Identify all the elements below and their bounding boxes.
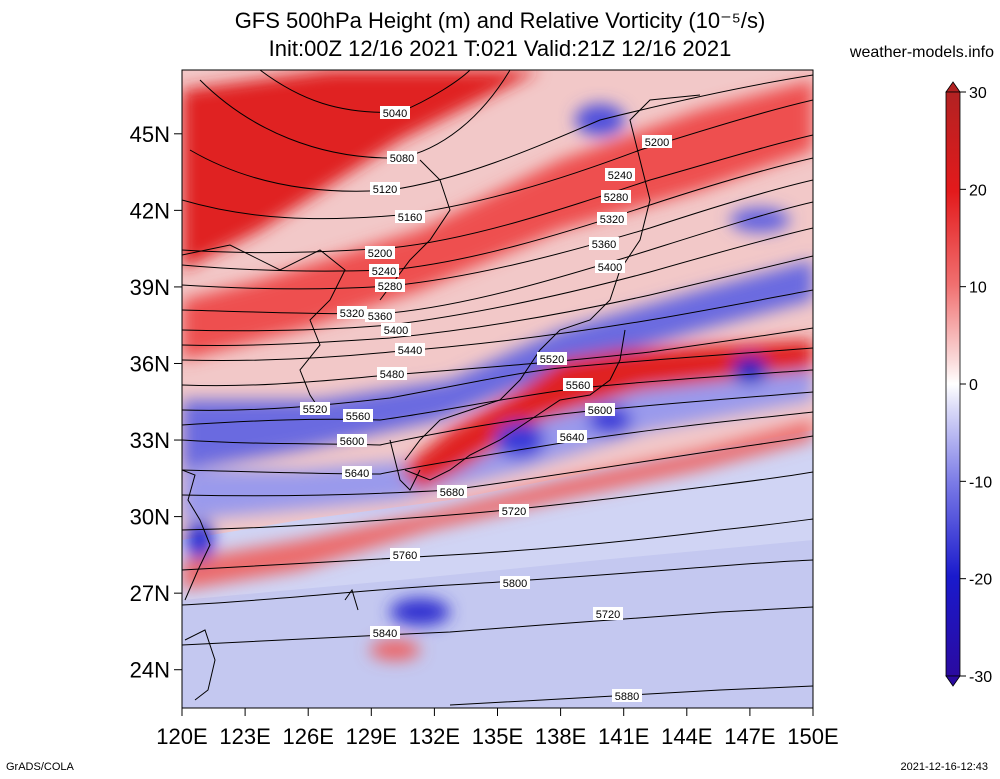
contour-label: 5400 (384, 325, 408, 337)
lat-tick-label: 27N (130, 581, 170, 606)
lon-tick-label: 126E (283, 724, 334, 749)
lat-tick-label: 24N (130, 658, 170, 683)
contour-label: 5160 (398, 212, 422, 224)
contour-label: 5720 (596, 609, 620, 621)
credit-label: weather-models.info (849, 44, 994, 61)
contour-label: 5280 (378, 281, 402, 293)
lon-axis: 120E 123E 126E 129E 132E 135E 138E 141E 144E 147E… (156, 708, 839, 749)
contour-label: 5200 (645, 137, 669, 149)
lat-tick-label: 39N (130, 275, 170, 300)
colorbar-tick-label: 0 (969, 377, 978, 394)
lon-tick-label: 129E (346, 724, 397, 749)
colorbar-tick-label: -20 (969, 572, 992, 589)
contour-label: 5760 (393, 550, 417, 562)
chart-subtitle: Init:00Z 12/16 2021 T:021 Valid:21Z 12/1… (268, 36, 732, 61)
contour-label: 5360 (592, 239, 616, 251)
contour-label: 5240 (608, 170, 632, 182)
software-label: GrADS/COLA (6, 761, 74, 773)
contour-label: 5320 (600, 214, 624, 226)
vorticity-field (182, 70, 813, 708)
contour-label: 5800 (503, 578, 527, 590)
colorbar-tick-label: -30 (969, 669, 992, 686)
contour-label: 5680 (440, 487, 464, 499)
contour-label: 5840 (373, 628, 397, 640)
colorbar-tick-label: 10 (969, 280, 987, 297)
lat-tick-label: 30N (130, 505, 170, 530)
colorbar-tick-label: 20 (969, 182, 987, 199)
lat-tick-label: 36N (130, 351, 170, 376)
contour-label: 5560 (346, 411, 370, 423)
lat-tick-label: 33N (130, 428, 170, 453)
lat-tick-label: 45N (130, 122, 170, 147)
contour-label: 5440 (398, 345, 422, 357)
contour-label: 5640 (345, 468, 369, 480)
contour-label: 5520 (540, 354, 564, 366)
contour-label: 5240 (372, 266, 396, 278)
lat-tick-label: 42N (130, 198, 170, 223)
lon-tick-label: 138E (535, 724, 586, 749)
contour-label: 5480 (380, 369, 404, 381)
lon-tick-label: 147E (724, 724, 775, 749)
contour-label: 5200 (368, 248, 392, 260)
lon-tick-label: 144E (661, 724, 712, 749)
contour-label: 5320 (340, 308, 364, 320)
contour-label: 5520 (303, 404, 327, 416)
contour-label: 5600 (340, 436, 364, 448)
lon-tick-label: 141E (598, 724, 649, 749)
lon-tick-label: 135E (472, 724, 523, 749)
chart-title: GFS 500hPa Height (m) and Relative Vorti… (234, 8, 766, 33)
lat-axis: 45N 42N 39N 36N 33N 30N 27N 24N (130, 122, 182, 683)
contour-label: 5120 (373, 184, 397, 196)
lon-tick-label: 123E (219, 724, 270, 749)
colorbar-tick-label: 30 (969, 85, 987, 102)
timestamp-label: 2021-12-16-12:43 (900, 761, 988, 773)
contour-label: 5720 (502, 506, 526, 518)
contour-label: 5280 (604, 192, 628, 204)
lon-tick-label: 120E (156, 724, 207, 749)
contour-label: 5600 (588, 405, 612, 417)
colorbar-tick-label: -10 (969, 474, 992, 491)
lon-tick-label: 132E (409, 724, 460, 749)
contour-label: 5640 (560, 432, 584, 444)
contour-labels: 5040 5080 5120 5160 5200 5240 5280 5320 5360 5400… (300, 106, 672, 703)
lon-tick-label: 150E (787, 724, 838, 749)
height-contours (182, 70, 813, 706)
colorbar: 30 20 10 0 -10 -20 -30 (945, 81, 992, 687)
contour-label: 5360 (368, 311, 392, 323)
contour-label: 5080 (390, 153, 414, 165)
contour-label: 5560 (566, 380, 590, 392)
contour-label: 5880 (615, 691, 639, 703)
contour-label: 5040 (383, 108, 407, 120)
contour-label: 5400 (598, 262, 622, 274)
